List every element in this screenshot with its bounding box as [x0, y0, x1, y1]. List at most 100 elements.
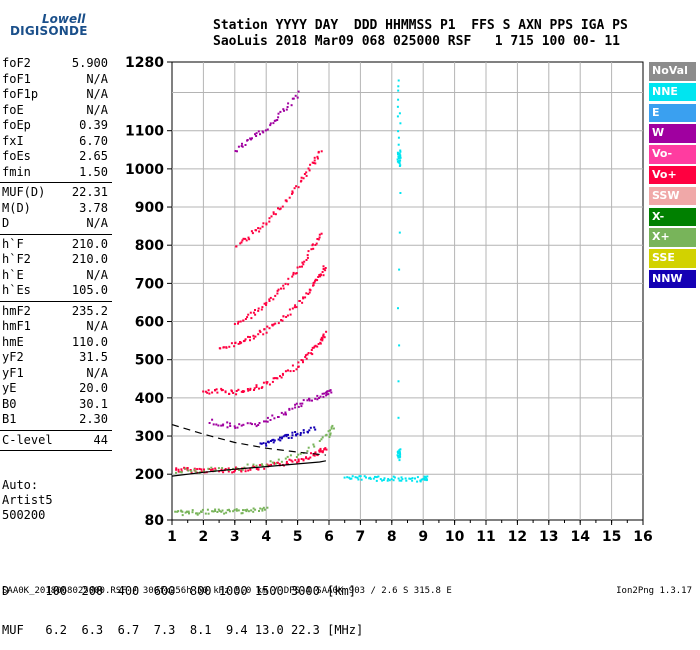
echo-point	[252, 311, 255, 314]
echo-point	[243, 390, 246, 393]
legend-item-nnw: NNW	[649, 269, 696, 289]
echo-point	[249, 422, 252, 425]
echo-point-4-2	[265, 222, 268, 225]
echo-point	[372, 477, 375, 480]
param-row: hmF1 N/A	[0, 319, 112, 335]
echo-point	[305, 174, 308, 177]
echo-point	[314, 278, 317, 281]
x-tick-label: 15	[602, 529, 621, 545]
echo-point	[240, 241, 243, 244]
echo-point	[272, 441, 275, 444]
auto-version: 500200	[2, 508, 46, 522]
echo-point	[298, 300, 301, 302]
echo-point	[261, 386, 264, 389]
param-value: 110.0	[71, 334, 108, 349]
echo-point-7-1	[203, 470, 205, 473]
echo-point	[247, 510, 250, 513]
echo-point	[330, 427, 333, 430]
legend-item-sse: SSE	[649, 249, 696, 268]
echo-point	[307, 446, 310, 449]
echo-point	[292, 273, 295, 276]
echo-point	[397, 307, 399, 310]
echo-point	[288, 308, 291, 311]
echo-point	[314, 397, 317, 400]
echo-point	[277, 458, 280, 461]
echo-point	[208, 392, 211, 395]
echo-point	[237, 342, 240, 345]
echo-point-4-3	[281, 205, 284, 208]
echo-point	[326, 393, 329, 396]
param-separator	[0, 182, 112, 183]
echo-point	[312, 284, 314, 287]
echo-point	[260, 308, 263, 311]
x-tick-label: 13	[539, 529, 558, 545]
echo-point	[308, 169, 311, 172]
echo-point	[228, 510, 231, 513]
echo-point	[377, 475, 380, 478]
echo-point-3-5	[310, 248, 313, 251]
param-row: yF2 31.5	[0, 350, 112, 366]
echo-point	[316, 454, 319, 457]
echo-point	[399, 150, 402, 153]
echo-point	[252, 510, 255, 513]
echo-point-10-2	[375, 476, 378, 479]
polarization-legend: NoVal NNE E W Vo- Vo+ SSW X- X+ SSE NNW	[649, 62, 696, 291]
param-separator	[0, 300, 112, 302]
echo-point	[304, 356, 307, 358]
echo-point	[204, 390, 207, 393]
echo-point	[284, 457, 287, 460]
echo-point	[283, 434, 286, 437]
echo-point	[288, 196, 291, 199]
echo-point	[254, 508, 257, 511]
echo-point	[222, 346, 225, 349]
echo-point	[294, 403, 297, 406]
echo-point	[397, 416, 400, 419]
echo-point	[271, 380, 274, 383]
echo-point	[350, 477, 353, 480]
echo-point	[306, 353, 309, 356]
echo-point-6-3	[283, 109, 285, 112]
echo-point-9-4	[314, 428, 317, 431]
header-values: SaoLuis 2018 Mar09 068 025000 RSF 1 715 …	[213, 34, 620, 49]
echo-point	[295, 306, 298, 309]
echo-point	[253, 387, 256, 390]
echo-point	[269, 460, 272, 463]
echo-point	[398, 160, 401, 162]
echo-point-0-11	[325, 448, 328, 451]
param-name: yE	[2, 381, 17, 395]
echo-point-1-0	[202, 390, 205, 393]
echo-point	[398, 162, 401, 165]
echo-point	[280, 411, 283, 414]
echo-point	[181, 514, 184, 517]
param-row: foEs 2.65	[0, 149, 112, 165]
echo-point	[177, 470, 180, 473]
legend-item-nne: NNE	[649, 82, 696, 102]
echo-point	[360, 478, 363, 481]
echo-point	[307, 250, 310, 253]
echo-point	[216, 511, 219, 513]
echo-point	[266, 381, 269, 384]
echo-point	[237, 388, 240, 391]
param-row: foE N/A	[0, 103, 112, 119]
echo-point	[234, 426, 237, 429]
echo-point	[296, 461, 299, 464]
echo-point	[246, 316, 249, 319]
echo-point	[305, 357, 308, 360]
echo-point	[248, 238, 251, 241]
echo-point	[317, 276, 320, 278]
echo-point	[356, 476, 359, 479]
y-tick-label: 1280	[125, 55, 164, 71]
autoscaling-info: Auto: Artist5 500200	[2, 478, 53, 523]
echo-point	[294, 272, 297, 275]
echo-point-0-5	[249, 468, 252, 471]
echo-point	[292, 97, 295, 100]
echo-point	[225, 511, 228, 514]
echo-point	[231, 471, 234, 474]
echo-point-2-8	[324, 267, 327, 269]
echo-point	[195, 512, 198, 515]
echo-point	[282, 108, 285, 111]
echo-point	[397, 153, 399, 156]
echo-point-5-0	[208, 422, 211, 424]
echo-point	[308, 399, 311, 402]
echo-point	[398, 449, 401, 452]
